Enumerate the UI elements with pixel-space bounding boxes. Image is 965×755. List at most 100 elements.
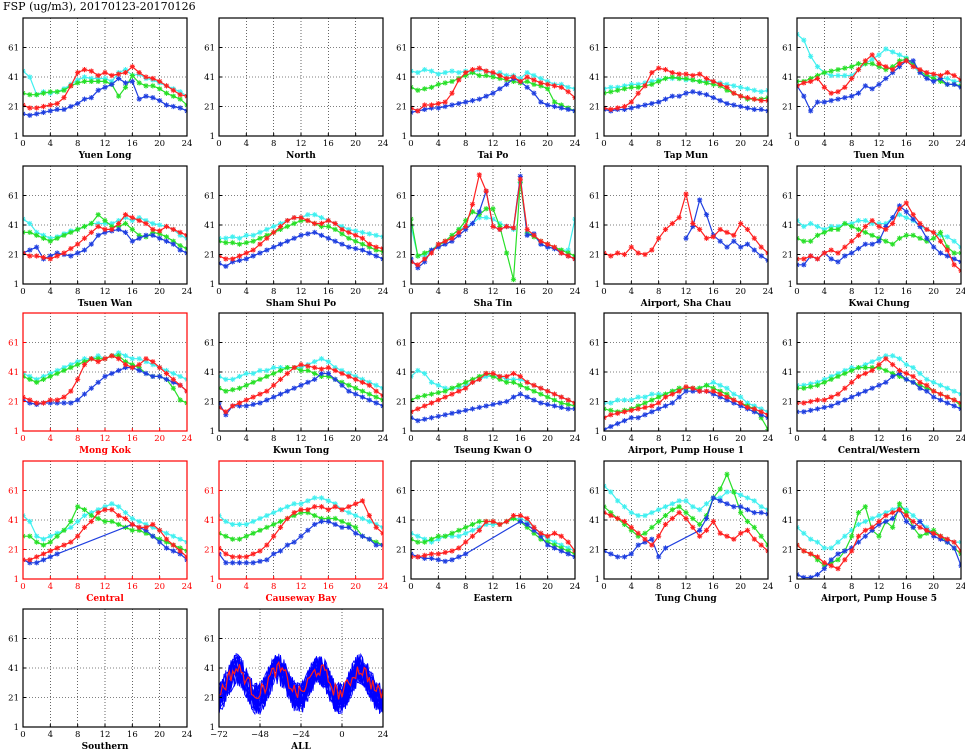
x-tick-label: 12 [681,139,692,149]
y-tick-label: 21 [204,251,215,261]
data-point [621,106,628,113]
all-series-line [219,656,383,713]
data-point [291,539,297,545]
x-tick-label: 24 [956,139,965,149]
data-point [490,373,496,380]
data-point [177,89,183,95]
x-tick-label: 12 [100,582,111,592]
data-point [332,220,338,227]
data-point [136,69,142,76]
data-point [615,84,621,90]
data-point [862,364,868,371]
data-point [801,530,807,536]
data-point [236,235,243,241]
data-point [876,521,882,528]
x-tick-label: 4 [629,139,634,149]
data-point [551,83,558,89]
data-point [490,90,496,96]
y-tick-label: 21 [782,398,793,408]
page-title: FSP (ug/m3), 20170123-20170126 [3,0,196,13]
data-point [621,86,628,92]
data-point [917,518,923,525]
data-point [250,551,256,557]
y-tick-label: 1 [595,132,600,142]
data-point [366,397,372,403]
data-point [917,67,923,73]
data-point [34,533,40,539]
x-tick-label: 20 [735,139,746,149]
data-point [61,394,67,400]
data-point [842,548,848,554]
data-point [483,518,489,525]
data-point [642,512,648,519]
data-point [40,254,47,261]
data-point [318,373,325,380]
x-tick-label: 12 [100,287,111,297]
data-point [656,507,662,513]
data-point [442,69,448,76]
data-point [456,409,462,415]
data-point [738,530,744,536]
data-point [136,215,142,221]
data-point [662,391,669,397]
data-point [565,401,571,408]
data-point [524,524,530,530]
data-point [821,226,827,233]
data-point [81,235,88,241]
data-point [551,545,558,551]
x-tick-label: 12 [488,582,499,592]
data-point [463,530,469,536]
data-point [366,244,372,250]
data-point [697,78,703,85]
x-tick-label: 24 [570,139,581,149]
data-point [291,512,297,519]
data-point [924,385,930,391]
data-point [476,518,482,525]
data-point [801,385,807,391]
data-point [510,276,517,283]
data-point [463,385,469,391]
data-point [649,100,655,107]
data-point [325,507,331,513]
data-point [150,75,156,82]
data-point [47,89,53,95]
data-point [277,524,284,530]
data-point [318,518,325,525]
data-point [744,527,751,533]
data-point [54,89,60,95]
y-tick-label: 1 [788,575,793,585]
data-point [469,521,476,528]
data-point [339,231,345,237]
y-tick-label: 1 [788,280,793,290]
data-point [95,515,101,522]
data-point [325,370,331,377]
data-point [849,527,855,533]
x-tick-label: −48 [251,730,269,740]
data-point [264,512,270,519]
data-point [490,521,496,528]
data-point [869,367,875,374]
data-point [353,512,359,519]
y-tick-label: 21 [396,546,407,556]
data-point [497,226,503,233]
data-point [312,504,318,510]
data-point [896,206,903,212]
data-point [842,253,848,259]
x-tick-label: 4 [629,287,634,297]
x-tick-label: 0 [601,287,606,297]
data-point [635,394,641,400]
data-point [524,379,530,385]
data-point [68,524,74,530]
data-point [869,61,875,67]
y-tick-label: 61 [396,339,407,349]
data-point [27,253,33,259]
data-point [862,370,868,377]
data-point [373,382,379,388]
data-point [243,560,249,566]
plot-area [219,495,383,566]
data-point [312,212,318,218]
data-point [710,391,716,397]
data-point [669,391,675,397]
